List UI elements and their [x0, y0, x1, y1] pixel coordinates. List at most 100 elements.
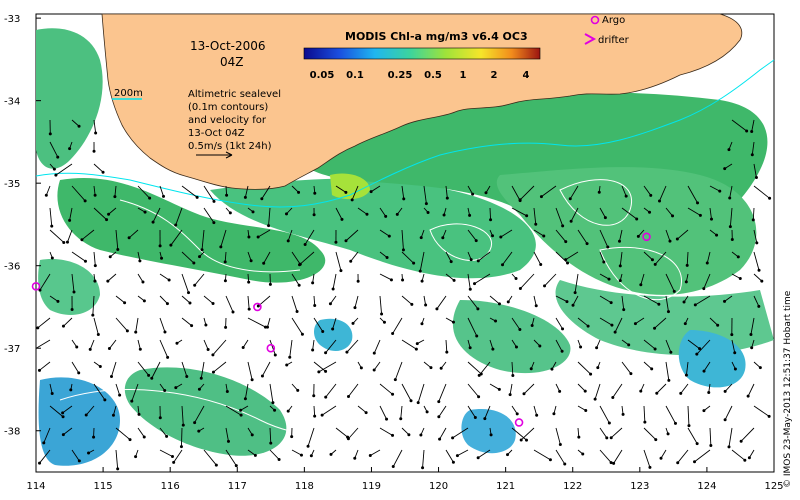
velocity-arrow: [263, 251, 271, 264]
sealevel-note-line-1: Altimetric sealevel: [188, 89, 281, 100]
velocity-arrowhead: [518, 287, 522, 291]
velocity-arrowhead: [654, 438, 658, 442]
velocity-arrowhead: [359, 366, 363, 370]
velocity-arrowhead: [508, 393, 512, 397]
velocity-arrowhead: [519, 438, 523, 442]
velocity-arrowhead: [93, 193, 97, 197]
chl-patch: [461, 409, 516, 454]
velocity-arrowhead: [339, 269, 343, 273]
velocity-arrowhead: [754, 175, 758, 179]
velocity-arrow: [49, 207, 53, 227]
velocity-arrowhead: [65, 240, 69, 244]
velocity-arrowhead: [538, 344, 542, 348]
velocity-arrowhead: [419, 433, 423, 437]
velocity-arrow: [137, 361, 149, 376]
velocity-arrow: [423, 295, 427, 306]
velocity-arrowhead: [451, 460, 455, 464]
velocity-arrow: [740, 427, 755, 442]
velocity-arrowhead: [351, 321, 355, 325]
velocity-arrow: [484, 405, 491, 419]
velocity-arrow: [131, 383, 139, 402]
velocity-arrowhead: [476, 307, 480, 311]
velocity-arrowhead: [68, 147, 72, 151]
velocity-arrowhead: [107, 212, 111, 216]
velocity-arrowhead: [596, 366, 600, 370]
velocity-arrow: [445, 185, 448, 199]
velocity-arrow: [753, 229, 758, 243]
velocity-arrow: [335, 207, 343, 220]
velocity-arrow: [731, 449, 746, 461]
velocity-arrow: [318, 361, 337, 373]
velocity-arrowhead: [687, 424, 691, 428]
velocity-arrow: [703, 273, 711, 289]
x-tick-label: 118: [295, 481, 314, 492]
velocity-arrowhead: [353, 456, 357, 460]
velocity-arrow: [511, 427, 527, 441]
velocity-arrowhead: [195, 195, 199, 199]
velocity-arrow: [159, 185, 164, 197]
velocity-arrow: [225, 449, 237, 466]
velocity-arrowhead: [751, 218, 755, 222]
colorbar-ticks: 0.05 0.1 0.25 0.5 1 2 4: [310, 70, 530, 81]
velocity-arrowhead: [609, 461, 613, 465]
velocity-arrow: [659, 185, 667, 202]
velocity-arrow: [332, 317, 337, 330]
velocity-arrowhead: [702, 287, 706, 291]
velocity-arrow: [135, 317, 139, 333]
x-tick-label: 115: [94, 481, 113, 492]
velocity-arrow: [39, 449, 51, 464]
velocity-arrow: [599, 427, 608, 439]
velocity-arrow: [159, 339, 169, 358]
velocity-arrow: [520, 273, 535, 289]
velocity-arrowhead: [200, 248, 204, 252]
velocity-arrowhead: [225, 389, 229, 393]
velocity-arrowhead: [445, 350, 449, 354]
velocity-arrow: [654, 251, 667, 265]
colorbar: [303, 47, 541, 60]
velocity-arrow: [39, 361, 51, 371]
velocity-arrowhead: [389, 278, 393, 282]
velocity-arrow: [170, 229, 183, 246]
colorbar-tick-label: 0.1: [346, 70, 364, 81]
velocity-arrowhead: [612, 461, 616, 465]
velocity-arrow: [555, 427, 561, 445]
velocity-arrowhead: [312, 394, 316, 398]
velocity-arrowhead: [455, 454, 459, 458]
velocity-arrowhead: [243, 195, 247, 199]
velocity-arrowhead: [685, 263, 689, 267]
velocity-arrowhead: [161, 194, 165, 198]
velocity-arrowhead: [197, 387, 201, 391]
velocity-arrowhead: [709, 443, 713, 447]
velocity-arrow: [467, 405, 476, 418]
velocity-arrowhead: [193, 421, 197, 425]
velocity-arrowhead: [476, 259, 480, 263]
velocity-arrow: [489, 383, 500, 390]
velocity-arrow: [523, 383, 535, 395]
y-tick-label: -36: [4, 262, 20, 273]
velocity-arrow: [67, 229, 73, 243]
velocity-arrow: [753, 273, 763, 282]
velocity-arrowhead: [62, 240, 66, 244]
velocity-arrowhead: [166, 355, 170, 359]
velocity-arrowhead: [174, 386, 178, 390]
velocity-arrowhead: [589, 372, 593, 376]
velocity-arrowhead: [565, 300, 569, 304]
velocity-arrowhead: [87, 451, 91, 455]
velocity-arrowhead: [695, 442, 699, 446]
velocity-arrowhead: [247, 307, 251, 311]
colorbar-tick-label: 2: [491, 70, 498, 81]
velocity-arrowhead: [497, 387, 501, 391]
velocity-arrowhead: [92, 435, 96, 439]
velocity-arrowhead: [657, 302, 661, 306]
velocity-arrowhead: [552, 412, 556, 416]
velocity-arrowhead: [349, 259, 353, 263]
velocity-arrow: [753, 185, 770, 199]
velocity-arrow: [71, 185, 86, 202]
velocity-arrow: [159, 317, 166, 333]
velocity-arrowhead: [151, 220, 155, 224]
velocity-arrowhead: [138, 347, 142, 351]
velocity-arrow: [555, 317, 563, 330]
velocity-arrow: [477, 449, 491, 459]
x-tick-label: 124: [697, 481, 716, 492]
velocity-arrowhead: [490, 234, 494, 238]
